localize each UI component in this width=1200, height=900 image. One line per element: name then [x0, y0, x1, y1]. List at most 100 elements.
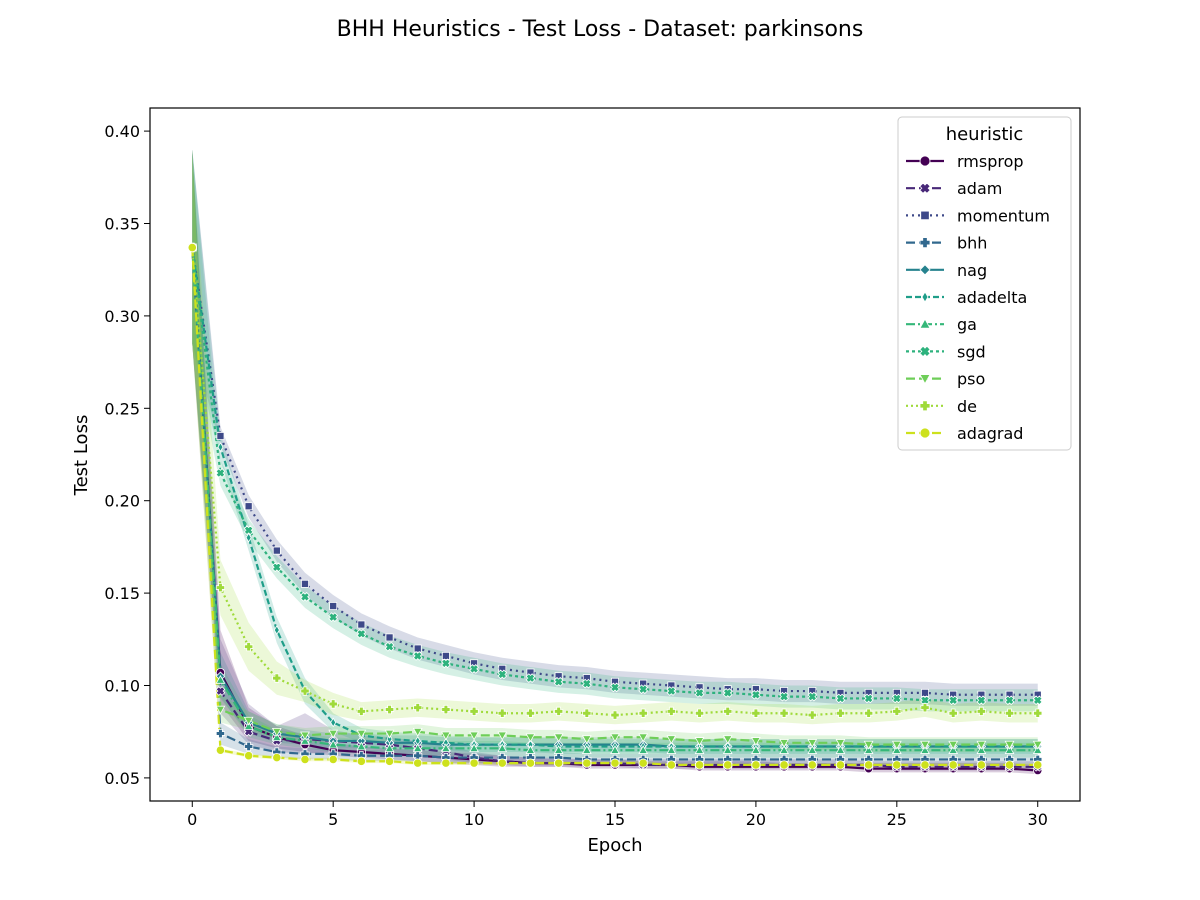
legend-label-adadelta: adadelta — [957, 288, 1027, 307]
point-pso — [441, 731, 451, 741]
point-ga — [497, 743, 508, 753]
point-pso — [271, 727, 282, 737]
point-pso — [610, 733, 620, 743]
point-de — [469, 706, 479, 716]
point-pso — [920, 740, 930, 750]
point-sgd — [243, 525, 254, 536]
point-de — [948, 708, 958, 718]
y-tick-label: 0.20 — [104, 492, 140, 511]
point-ga — [1004, 745, 1015, 754]
point-pso — [948, 740, 959, 750]
point-de — [920, 703, 930, 713]
point-sgd — [863, 693, 874, 704]
point-sgd — [412, 651, 423, 661]
point-momentum — [385, 633, 394, 642]
x-tick-label: 5 — [328, 810, 338, 829]
point-adagrad — [1033, 760, 1043, 770]
point-sgd — [553, 676, 564, 687]
x-axis-label: Epoch — [587, 835, 642, 856]
point-ga — [722, 745, 733, 754]
point-adagrad — [328, 754, 338, 765]
point-adagrad — [666, 760, 676, 770]
legend-marker-adagrad — [919, 427, 931, 439]
legend: heuristic rmsprop adam momentum bhh nag adade… — [897, 116, 1072, 451]
point-adagrad — [835, 760, 846, 770]
point-sgd — [751, 689, 761, 700]
point-bhh — [215, 728, 226, 739]
point-de — [384, 704, 395, 715]
point-de — [525, 708, 536, 718]
point-de — [328, 699, 338, 709]
point-sgd — [666, 686, 677, 696]
point-adagrad — [215, 745, 226, 755]
point-ga — [441, 743, 451, 753]
point-de — [835, 708, 846, 718]
point-de — [1033, 708, 1043, 718]
point-adadelta — [330, 717, 337, 728]
point-ga — [356, 741, 367, 751]
point-ga — [328, 739, 339, 749]
point-momentum — [921, 688, 929, 697]
legend-marker-nag — [919, 264, 931, 276]
point-sgd — [497, 669, 508, 680]
point-ga — [666, 745, 677, 754]
point-adagrad — [582, 758, 592, 768]
point-adagrad — [441, 758, 451, 768]
point-ga — [920, 745, 930, 754]
point-pso — [666, 735, 677, 745]
point-sgd — [384, 641, 395, 652]
legend-label-adam: adam — [957, 179, 1002, 198]
legend-marker-pso — [919, 374, 931, 385]
point-de — [582, 708, 592, 718]
y-tick-label: 0.10 — [104, 677, 140, 696]
point-adagrad — [525, 758, 536, 768]
point-de — [356, 706, 366, 716]
point-de — [779, 708, 789, 718]
point-sgd — [835, 693, 846, 704]
point-pso — [356, 729, 367, 739]
point-momentum — [441, 651, 450, 660]
legend-label-rmsprop: rmsprop — [957, 152, 1024, 171]
point-pso — [243, 716, 254, 726]
point-adadelta — [217, 442, 224, 453]
y-tick-label: 0.15 — [104, 584, 140, 603]
y-axis-ticks: 0.05 0.10 0.15 0.20 0.25 0.30 0.35 0.40 — [104, 122, 150, 788]
point-adagrad — [356, 756, 366, 766]
point-sgd — [891, 693, 902, 704]
point-ga — [469, 743, 479, 753]
point-ga — [525, 745, 536, 754]
point-pso — [779, 739, 789, 748]
point-adagrad — [892, 760, 902, 770]
point-de — [976, 706, 986, 716]
legend-label-pso: pso — [957, 370, 985, 389]
y-axis-label: Test Loss — [71, 415, 92, 497]
point-sgd — [469, 663, 479, 674]
point-pso — [328, 729, 339, 739]
point-de — [807, 710, 817, 720]
point-adagrad — [384, 756, 395, 766]
point-ga — [948, 745, 959, 754]
x-tick-label: 0 — [187, 810, 197, 829]
point-sgd — [976, 695, 987, 706]
point-de — [413, 703, 423, 713]
point-adagrad — [694, 760, 705, 770]
legend-marker-sgd — [919, 345, 931, 358]
point-sgd — [525, 673, 536, 683]
confidence-bands — [192, 149, 1038, 775]
point-ga — [863, 745, 874, 754]
point-sgd — [356, 628, 367, 639]
point-de — [215, 582, 226, 593]
point-sgd — [948, 695, 959, 706]
chart-title: BHH Heuristics - Test Loss - Dataset: pa… — [337, 17, 864, 42]
legend-title: heuristic — [946, 124, 1024, 145]
point-adagrad — [920, 760, 930, 770]
point-ga — [412, 743, 423, 753]
point-ga — [779, 745, 789, 754]
point-ga — [215, 674, 226, 684]
point-de — [300, 686, 310, 696]
point-adagrad — [610, 758, 620, 768]
point-adagrad — [976, 760, 986, 770]
point-de — [441, 704, 451, 715]
legend-label-momentum: momentum — [957, 206, 1050, 225]
point-momentum — [216, 432, 225, 440]
